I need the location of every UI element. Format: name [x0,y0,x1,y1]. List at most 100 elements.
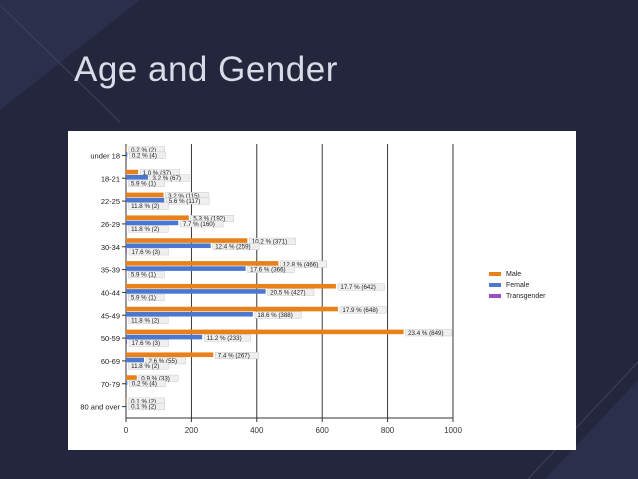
y-tick-label: 60-69 [101,357,120,366]
y-tick-label: 80 and over [80,403,120,412]
y-tick-label: 26-29 [101,220,120,229]
data-label-box [212,243,260,251]
bar-female [126,289,266,294]
x-tick-label: 800 [381,426,395,435]
data-label: 0.2 % (4) [132,152,157,159]
bar-transgender [126,271,127,277]
data-label-box [128,339,169,347]
bar-male [126,192,164,198]
bar-male [126,238,248,243]
data-label-box [249,237,296,245]
legend-swatch-transgender [489,294,501,298]
data-label-box [166,197,210,205]
bar-male [126,261,279,266]
bar-female [126,243,211,249]
data-label: 7.7 % (160) [183,221,215,228]
bar-male [126,352,214,358]
x-tick-label: 0 [124,426,129,435]
data-label: 17.6 % (3) [131,249,160,256]
data-label: 7.4 % (267) [218,353,250,360]
data-label-box [337,283,385,291]
legend-label-transgender: Transgender [506,293,546,300]
data-label-box [247,265,295,273]
legend-label-female: Female [506,282,529,289]
data-label: 5.9 % (1) [131,180,156,187]
bar-transgender [126,248,127,254]
data-label-box [180,220,224,228]
x-tick-label: 200 [185,426,199,435]
data-label-box [128,248,169,256]
data-label: 12.8 % (466) [283,261,318,268]
bar-female [126,311,253,317]
y-tick-label: 70-79 [101,380,120,389]
data-label-box [280,260,327,268]
y-tick-label: 50-59 [101,334,120,343]
data-label: 11.8 % (2) [131,203,159,210]
bar-female [126,334,203,340]
data-label: 17.7 % (642) [340,284,375,291]
y-tick-label: 30-34 [101,243,120,252]
slide-title: Age and Gender [74,50,338,89]
bar-male [126,329,404,335]
bar-male [126,398,127,403]
data-label: 3.2 % (115) [168,193,200,200]
data-label: 12.4 % (259) [215,244,250,251]
data-label: 5.9 % (1) [131,295,156,302]
data-label: 17.9 % (648) [342,307,377,314]
bar-male [126,283,336,289]
bar-female [126,197,165,203]
data-label: 5.9 % (1) [131,272,156,279]
legend-label-male: Male [506,271,521,278]
data-label: 0.1 % (2) [131,403,156,410]
y-tick-label: 45-49 [101,311,120,320]
legend-swatch-male [489,272,501,276]
data-label-box [254,311,302,319]
data-label: 1.0 % (37) [143,170,172,177]
bar-female [126,403,127,408]
legend-swatch-female [489,283,501,287]
data-label-box [128,362,169,370]
y-tick-label: 40-44 [101,288,120,297]
data-label: 10.2 % (371) [252,238,287,245]
data-label: 0.9 % (33) [141,375,170,382]
data-label-box [128,225,169,233]
data-label: 17.6 % (3) [131,340,160,347]
data-label-box [203,334,251,342]
data-label: 0.2 % (2) [131,147,156,154]
bar-male [126,146,127,152]
data-label: 5.3 % (192) [193,216,225,223]
bar-transgender [126,202,127,208]
data-label-box [128,179,165,187]
data-label: 11.8 % (2) [131,317,159,324]
data-label-box [339,306,387,314]
data-label: 5.6 % (117) [169,198,201,205]
data-label-box [149,174,190,182]
data-label: 0.2 % (4) [132,381,157,388]
y-tick-label: 18-21 [101,174,120,183]
x-tick-label: 1000 [444,426,462,435]
y-tick-label: 22-25 [101,197,120,206]
bar-transgender [126,362,127,368]
x-tick-label: 400 [250,426,264,435]
bar-transgender [126,294,127,299]
bar-transgender [126,339,127,345]
data-label-box [215,352,259,360]
bar-female [126,266,246,271]
bar-transgender [126,180,127,185]
data-label: 2.6 % (55) [148,358,177,365]
data-label: 11.8 % (2) [131,226,159,233]
data-label-box [128,271,165,279]
data-label: 11.2 % (233) [207,335,242,342]
data-label-box [128,402,165,410]
bar-transgender [126,225,127,231]
data-label-box [128,293,165,301]
bar-male [126,375,137,380]
bar-male [126,215,189,221]
y-tick-label: under 18 [90,151,120,160]
data-label: 11.8 % (2) [131,363,159,370]
bar-female [126,220,179,226]
data-label-box [129,380,166,388]
bar-transgender [126,317,127,322]
bar-female [126,174,148,180]
data-label: 3.2 % (67) [152,175,181,182]
